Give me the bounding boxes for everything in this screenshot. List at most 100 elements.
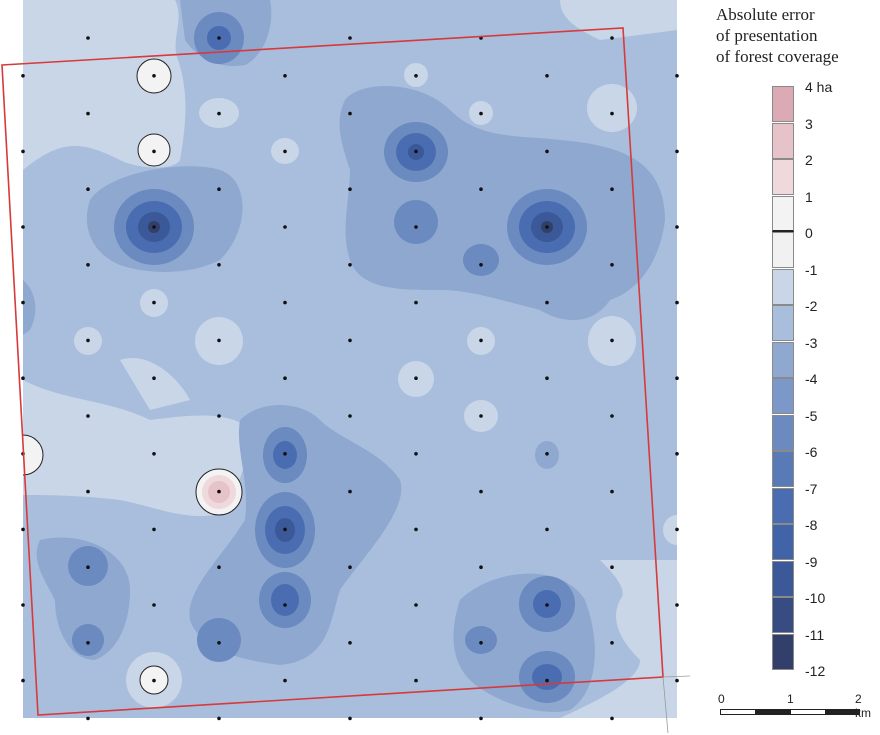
sample-point: [152, 376, 156, 381]
sample-point: [152, 225, 156, 229]
sample-point: [545, 149, 549, 154]
sample-point: [610, 111, 614, 116]
sample-point: [675, 678, 679, 683]
sample-point: [283, 300, 287, 305]
legend-swatch: [772, 414, 794, 451]
sample-point: [21, 678, 25, 683]
legend-tick-label: -1: [805, 261, 818, 278]
legend-tick-label: 1: [805, 188, 813, 205]
sample-point: [86, 641, 90, 645]
forest-error-map: [1, 0, 691, 734]
sample-point: [545, 678, 549, 683]
sample-point: [675, 74, 679, 78]
sample-point: [479, 641, 483, 645]
legend-swatch: [772, 560, 794, 597]
sample-point: [610, 641, 614, 645]
sample-points: [21, 36, 679, 721]
legend-tick-label: -2: [805, 298, 818, 314]
legend: Absolute error of presentation of forest…: [700, 0, 880, 735]
sample-point: [283, 376, 287, 381]
legend-swatch: [772, 341, 794, 378]
sample-point: [610, 338, 614, 343]
legend-swatch: [772, 232, 794, 268]
legend-tick-label: -11: [805, 626, 825, 643]
scale-segment: [825, 709, 860, 715]
sample-point: [414, 74, 418, 78]
sample-point: [152, 603, 156, 607]
sample-point: [217, 187, 221, 191]
sample-point: [283, 225, 287, 229]
sample-point: [675, 225, 679, 229]
legend-swatch: [772, 122, 794, 159]
legend-tick-label: -10: [805, 590, 826, 606]
scale-label-0: 0: [718, 692, 725, 706]
sample-point: [86, 565, 90, 569]
sample-point: [86, 263, 90, 267]
legend-swatch: [772, 378, 794, 414]
sample-point: [86, 338, 90, 343]
sample-point: [479, 187, 483, 191]
sample-point: [414, 527, 418, 532]
sample-point: [479, 716, 483, 721]
sample-point: [348, 338, 352, 343]
legend-tick-label: -12: [805, 663, 826, 679]
sample-point: [348, 36, 352, 40]
legend-swatch: [772, 268, 794, 305]
sample-point: [545, 452, 549, 456]
sample-point: [21, 527, 25, 532]
sample-point: [86, 489, 90, 494]
sample-point: [414, 225, 418, 229]
sample-point: [545, 74, 549, 78]
legend-title-line-1: Absolute error: [716, 5, 815, 24]
sample-point: [283, 149, 287, 154]
sample-point: [283, 678, 287, 683]
scale-segment: [720, 709, 756, 715]
sample-point: [348, 489, 352, 494]
sample-point: [414, 452, 418, 456]
sample-point: [217, 489, 221, 494]
sample-point: [479, 565, 483, 569]
legend-tick-label: 4 ha: [805, 79, 833, 95]
sample-point: [610, 489, 614, 494]
sample-point: [217, 641, 221, 645]
sample-point: [283, 527, 287, 532]
legend-swatch: [772, 633, 794, 670]
sample-point: [479, 489, 483, 494]
legend-tick-label: -5: [805, 407, 818, 424]
scale-segment: [755, 709, 791, 715]
sample-point: [21, 149, 25, 154]
sample-point: [217, 338, 221, 343]
sample-point: [217, 111, 221, 116]
sample-point: [479, 414, 483, 418]
sample-point: [348, 111, 352, 116]
sample-point: [610, 414, 614, 418]
scale-segment: [790, 709, 826, 715]
sample-point: [414, 678, 418, 683]
sample-point: [217, 263, 221, 267]
sample-point: [545, 300, 549, 305]
sample-point: [675, 376, 679, 381]
sample-point: [610, 36, 614, 40]
sample-point: [545, 603, 549, 607]
scale-bar: 0 1 2 km: [718, 690, 878, 730]
sample-point: [348, 263, 352, 267]
sample-point: [21, 74, 25, 78]
sample-point: [414, 376, 418, 381]
sample-point: [545, 527, 549, 532]
legend-swatch: [772, 159, 794, 195]
sample-point: [348, 187, 352, 191]
sample-point: [152, 149, 156, 154]
sample-point: [152, 678, 156, 683]
legend-tick-label: -8: [805, 517, 818, 533]
legend-tick-label: -3: [805, 334, 818, 351]
sample-point: [348, 716, 352, 721]
sample-point: [479, 111, 483, 116]
sample-point: [217, 716, 221, 721]
scale-label-1: 1: [787, 692, 794, 706]
sample-point: [86, 187, 90, 191]
sample-point: [152, 452, 156, 456]
legend-tick-label: 0: [805, 225, 813, 241]
sample-point: [675, 452, 679, 456]
sample-point: [86, 716, 90, 721]
legend-swatch: [772, 195, 794, 232]
